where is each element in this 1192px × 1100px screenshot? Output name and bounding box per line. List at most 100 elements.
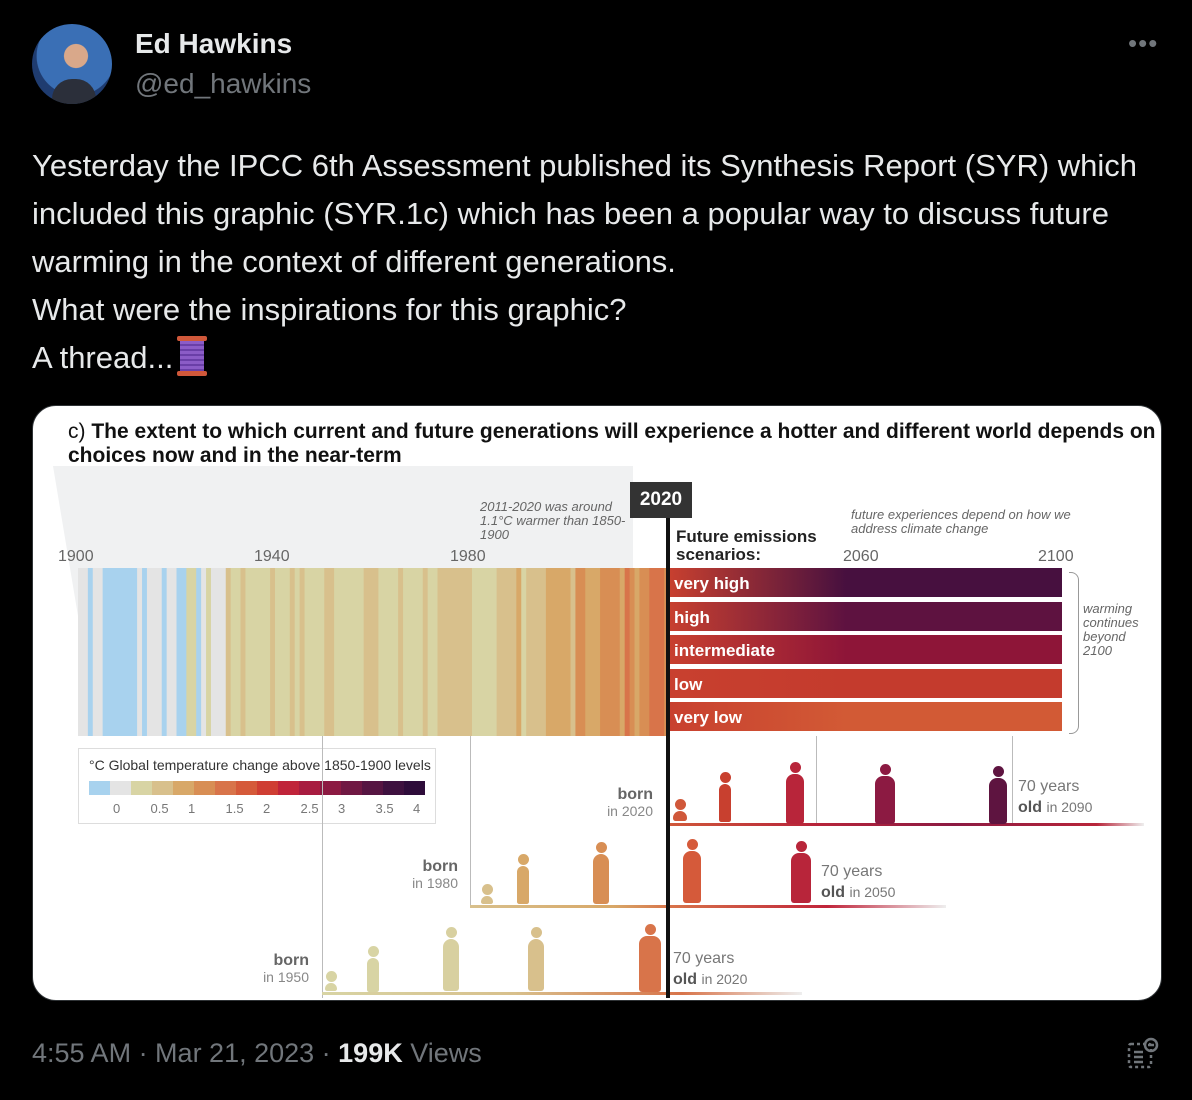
stripe — [339, 568, 345, 736]
stripe — [373, 568, 380, 736]
stripe — [407, 568, 414, 736]
legend-tick: 3.5 — [375, 801, 394, 816]
stripe — [102, 568, 109, 736]
stripe — [614, 568, 621, 736]
legend-swatch — [173, 781, 194, 795]
stripe — [161, 568, 168, 736]
stripe — [284, 568, 291, 736]
stripe — [634, 568, 641, 736]
analytics-icon[interactable] — [1126, 1036, 1160, 1070]
tweet-footer: 4:55 AM · Mar 21, 2023 · 199K Views — [32, 1038, 482, 1069]
past-warming-note: 2011-2020 was around 1.1°C warmer than 1… — [480, 499, 626, 542]
person-silhouette — [673, 799, 687, 821]
stripe — [595, 568, 601, 736]
tweet-image[interactable]: c) The extent to which current and futur… — [32, 405, 1162, 1001]
stripe — [186, 568, 192, 736]
stripe — [260, 568, 266, 736]
stripe — [97, 568, 104, 736]
legend-tick: 1.5 — [225, 801, 244, 816]
born-1980-label: born in 1980 — [412, 858, 458, 891]
legend-swatch — [257, 781, 278, 795]
legend-tick: 0.5 — [150, 801, 169, 816]
tweet-text: Yesterday the IPCC 6th Assessment publis… — [32, 142, 1172, 382]
gridline-2090 — [1012, 736, 1013, 824]
stripe — [334, 568, 340, 736]
stripe — [506, 568, 512, 736]
stripe — [230, 568, 237, 736]
stripe — [201, 568, 207, 736]
stripe — [604, 568, 611, 736]
stripe — [398, 568, 404, 736]
stripe — [156, 568, 163, 736]
year-label: 2100 — [1038, 548, 1074, 565]
tweet-paragraph: Yesterday the IPCC 6th Assessment publis… — [32, 148, 1138, 279]
timestamp[interactable]: 4:55 AM · Mar 21, 2023 · — [32, 1038, 339, 1068]
stripe — [171, 568, 178, 736]
year-label: 1940 — [254, 548, 290, 565]
stripe — [146, 568, 153, 736]
author-name[interactable]: Ed Hawkins — [135, 28, 293, 59]
stripe — [427, 568, 434, 736]
stripe — [166, 568, 173, 736]
stripe — [353, 568, 360, 736]
stripe — [92, 568, 99, 736]
stripe — [659, 568, 665, 736]
stripe — [176, 568, 183, 736]
warming-stripes — [78, 568, 670, 736]
stripe — [319, 568, 325, 736]
tweet-paragraph: A thread... — [32, 340, 174, 375]
stripe — [78, 568, 84, 736]
stripe — [526, 568, 532, 736]
stripe — [393, 568, 399, 736]
stripe — [210, 568, 217, 736]
stripe — [654, 568, 660, 736]
stripe — [304, 568, 311, 736]
legend-swatch — [110, 781, 131, 795]
stripe — [324, 568, 330, 736]
future-scenarios-label: Future emissions scenarios: — [676, 527, 817, 564]
gridline-1980 — [470, 736, 471, 906]
legend-color-bar — [89, 781, 425, 795]
stripe — [452, 568, 458, 736]
avatar[interactable] — [32, 24, 112, 104]
person-silhouette — [639, 924, 661, 992]
stripe — [240, 568, 247, 736]
stripe — [358, 568, 365, 736]
temperature-legend: °C Global temperature change above 1850-… — [78, 748, 436, 824]
stripe — [619, 568, 626, 736]
stripe — [437, 568, 444, 736]
warming-continues-note: warming continues beyond 2100 — [1083, 601, 1139, 658]
thread-spool-icon — [177, 336, 208, 376]
stripe — [255, 568, 261, 736]
stripe — [206, 568, 212, 736]
legend-swatch — [89, 781, 110, 795]
stripe — [555, 568, 562, 736]
stripe — [329, 568, 335, 736]
stripe — [590, 568, 596, 736]
stripe — [343, 568, 350, 736]
legend-swatch — [320, 781, 341, 795]
person-silhouette — [593, 842, 609, 904]
stripe — [383, 568, 389, 736]
person-silhouette — [989, 766, 1007, 824]
more-options-icon[interactable]: ••• — [1128, 28, 1159, 58]
legend-swatch — [152, 781, 173, 795]
stripe — [491, 568, 498, 736]
stripe — [575, 568, 581, 736]
legend-tick: 2 — [263, 801, 271, 816]
stripe — [270, 568, 276, 736]
born-1950-label: born in 1950 — [263, 952, 309, 985]
stripe — [536, 568, 542, 736]
year-label: 1900 — [58, 548, 94, 565]
legend-swatch — [194, 781, 215, 795]
old-2020-label: 70 years old in 2020 — [673, 950, 748, 988]
author-handle[interactable]: @ed_hawkins — [135, 68, 312, 99]
graphic-title: c) The extent to which current and futur… — [68, 420, 1156, 467]
stripe — [196, 568, 202, 736]
stripe — [486, 568, 493, 736]
stripe — [516, 568, 522, 736]
stripe — [639, 568, 645, 736]
stripe — [565, 568, 572, 736]
person-silhouette — [875, 764, 895, 824]
now-line — [666, 518, 670, 998]
